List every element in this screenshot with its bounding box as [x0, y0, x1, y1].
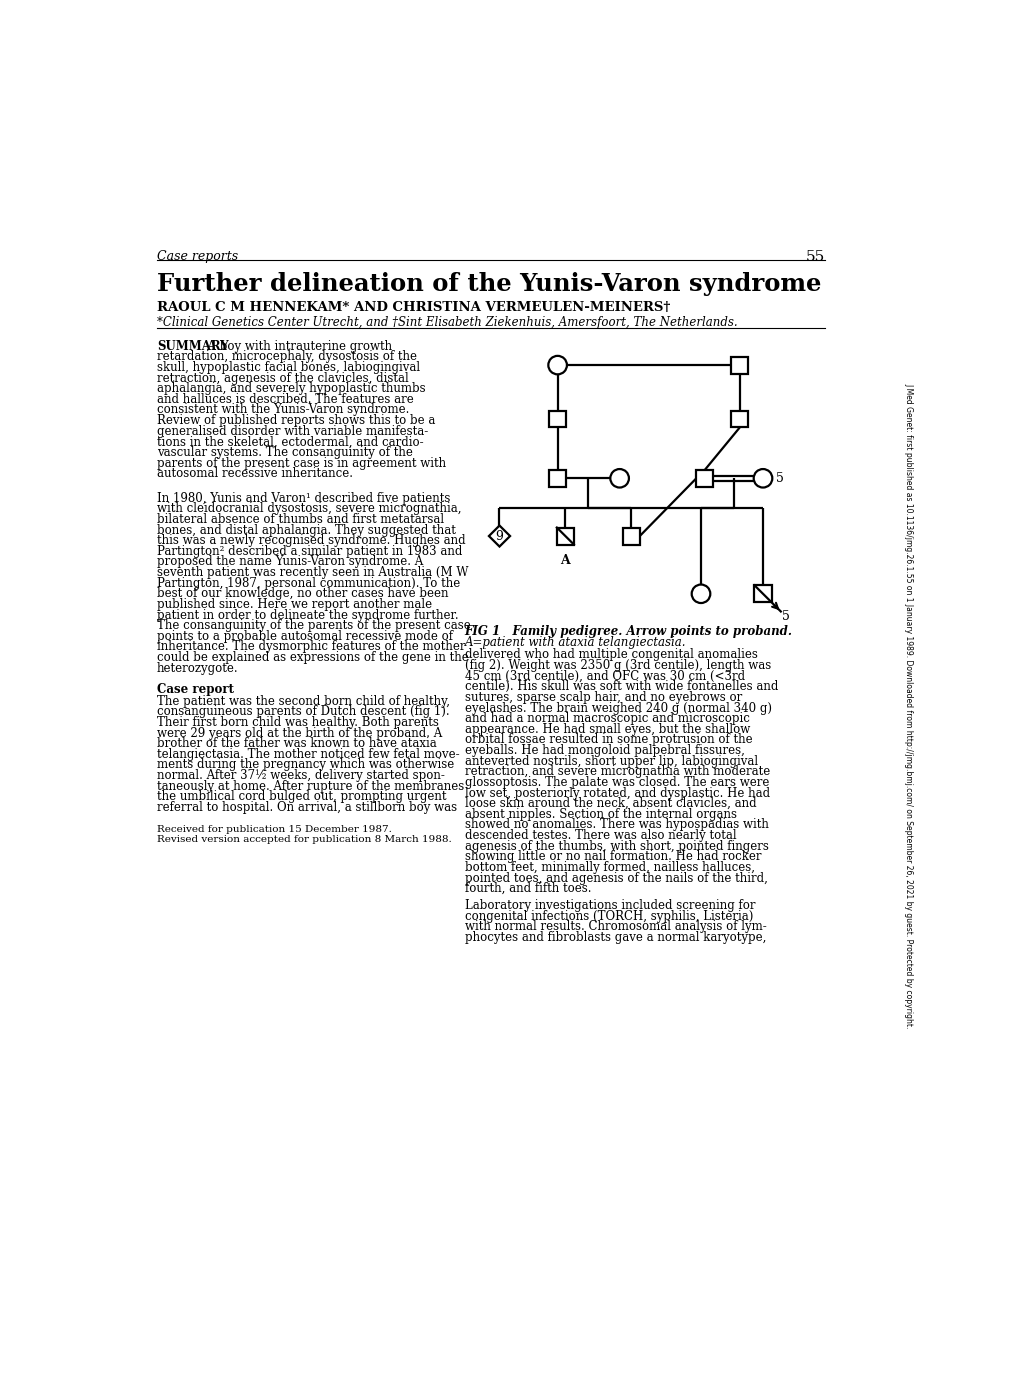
Text: 55: 55: [805, 250, 824, 264]
Text: agenesis of the thumbs, with short, pointed fingers: agenesis of the thumbs, with short, poin…: [465, 839, 767, 853]
Bar: [696, 470, 712, 487]
Text: proposed the name Yunis-Varon syndrome. A: proposed the name Yunis-Varon syndrome. …: [157, 555, 423, 569]
Text: seventh patient was recently seen in Australia (M W: seventh patient was recently seen in Aus…: [157, 566, 468, 578]
Text: consistent with the Yunis-Varon syndrome.: consistent with the Yunis-Varon syndrome…: [157, 404, 409, 416]
Text: 5: 5: [782, 610, 790, 623]
Text: pointed toes, and agenesis of the nails of the third,: pointed toes, and agenesis of the nails …: [465, 871, 766, 885]
Circle shape: [691, 584, 709, 603]
Text: inheritance. The dysmorphic features of the mother: inheritance. The dysmorphic features of …: [157, 641, 465, 653]
Circle shape: [609, 469, 629, 487]
Text: In 1980, Yunis and Varon¹ described five patients: In 1980, Yunis and Varon¹ described five…: [157, 491, 449, 505]
Text: anteverted nostrils, short upper lip, labiogingival: anteverted nostrils, short upper lip, la…: [465, 755, 757, 768]
Text: 45 cm (3rd centile), and OFC was 30 cm (<3rd: 45 cm (3rd centile), and OFC was 30 cm (…: [465, 670, 744, 682]
Text: bottom feet, minimally formed, nailless halluces,: bottom feet, minimally formed, nailless …: [465, 861, 754, 874]
Bar: [754, 585, 770, 602]
Text: sutures, sparse scalp hair, and no eyebrows or: sutures, sparse scalp hair, and no eyebr…: [465, 691, 741, 705]
Text: centile). His skull was soft with wide fontanelles and: centile). His skull was soft with wide f…: [465, 681, 777, 694]
Text: bones, and distal aphalangia. They suggested that: bones, and distal aphalangia. They sugge…: [157, 523, 455, 537]
Text: points to a probable autosomal recessive mode of: points to a probable autosomal recessive…: [157, 630, 452, 642]
Text: loose skin around the neck, absent clavicles, and: loose skin around the neck, absent clavi…: [465, 798, 755, 810]
Bar: [623, 527, 639, 545]
Text: (fig 2). Weight was 2350 g (3rd centile), length was: (fig 2). Weight was 2350 g (3rd centile)…: [465, 659, 770, 673]
Text: Partington, 1987, personal communication). To the: Partington, 1987, personal communication…: [157, 577, 460, 589]
Text: showing little or no nail formation. He had rocker: showing little or no nail formation. He …: [465, 850, 760, 863]
Text: published since. Here we report another male: published since. Here we report another …: [157, 598, 432, 610]
Text: delivered who had multiple congenital anomalies: delivered who had multiple congenital an…: [465, 649, 757, 662]
Text: J Med Genet: first published as 10.1136/jmg.26.1.55 on 1 January 1989. Downloade: J Med Genet: first published as 10.1136/…: [903, 383, 912, 1028]
Text: Their first born child was healthy. Both parents: Their first born child was healthy. Both…: [157, 716, 438, 730]
Text: Review of published reports shows this to be a: Review of published reports shows this t…: [157, 415, 435, 427]
Text: aphalangia, and severely hypoplastic thumbs: aphalangia, and severely hypoplastic thu…: [157, 383, 425, 395]
Bar: [548, 411, 566, 427]
Text: vascular systems. The consanguinity of the: vascular systems. The consanguinity of t…: [157, 447, 413, 459]
Text: autosomal recessive inheritance.: autosomal recessive inheritance.: [157, 467, 353, 480]
Text: and halluces is described. The features are: and halluces is described. The features …: [157, 393, 414, 406]
Text: appearance. He had small eyes, but the shallow: appearance. He had small eyes, but the s…: [465, 723, 749, 736]
Text: Partington² described a similar patient in 1983 and: Partington² described a similar patient …: [157, 545, 462, 558]
Text: Case reports: Case reports: [157, 250, 237, 262]
Text: Revised version accepted for publication 8 March 1988.: Revised version accepted for publication…: [157, 835, 451, 845]
Text: fourth, and fifth toes.: fourth, and fifth toes.: [465, 882, 591, 895]
Text: SUMMARY: SUMMARY: [157, 340, 228, 352]
Text: orbital fossae resulted in some protrusion of the: orbital fossae resulted in some protrusi…: [465, 734, 752, 746]
Text: could be explained as expressions of the gene in the: could be explained as expressions of the…: [157, 651, 469, 664]
Text: congenital infections (TORCH, syphilis, Listeria): congenital infections (TORCH, syphilis, …: [465, 910, 752, 922]
Text: *Clinical Genetics Center Utrecht, and †Sint Elisabeth Ziekenhuis, Amersfoort, T: *Clinical Genetics Center Utrecht, and †…: [157, 316, 737, 329]
Text: Further delineation of the Yunis-Varon syndrome: Further delineation of the Yunis-Varon s…: [157, 272, 820, 295]
Text: telangiectasia. The mother noticed few fetal move-: telangiectasia. The mother noticed few f…: [157, 748, 460, 761]
Bar: [548, 470, 566, 487]
Bar: [731, 356, 748, 373]
Text: A: A: [560, 553, 570, 567]
Text: heterozygote.: heterozygote.: [157, 662, 238, 674]
Text: bilateral absence of thumbs and first metatarsal: bilateral absence of thumbs and first me…: [157, 513, 443, 526]
Text: eyeballs. He had mongoloid palpebral fissures,: eyeballs. He had mongoloid palpebral fis…: [465, 743, 744, 757]
Text: consanguineous parents of Dutch descent (fig 1).: consanguineous parents of Dutch descent …: [157, 705, 449, 718]
Text: Received for publication 15 December 1987.: Received for publication 15 December 198…: [157, 825, 391, 835]
Text: Laboratory investigations included screening for: Laboratory investigations included scree…: [465, 899, 754, 913]
Bar: [556, 527, 574, 545]
Text: retardation, microcephaly, dysostosis of the: retardation, microcephaly, dysostosis of…: [157, 351, 417, 363]
Text: A boy with intrauterine growth: A boy with intrauterine growth: [200, 340, 391, 352]
Text: descended testes. There was also nearly total: descended testes. There was also nearly …: [465, 829, 736, 842]
Text: 5: 5: [775, 472, 784, 485]
Text: absent nipples. Section of the internal organs: absent nipples. Section of the internal …: [465, 807, 736, 821]
Text: The consanguinity of the parents of the present case: The consanguinity of the parents of the …: [157, 619, 470, 632]
Text: and had a normal macroscopic and microscopic: and had a normal macroscopic and microsc…: [465, 712, 749, 725]
Polygon shape: [488, 526, 510, 546]
Text: tions in the skeletal, ectodermal, and cardio-: tions in the skeletal, ectodermal, and c…: [157, 436, 423, 448]
Text: generalised disorder with variable manifesta-: generalised disorder with variable manif…: [157, 424, 428, 438]
Text: patient in order to delineate the syndrome further.: patient in order to delineate the syndro…: [157, 609, 459, 621]
Text: with cleidocranial dysostosis, severe micrognathia,: with cleidocranial dysostosis, severe mi…: [157, 502, 461, 516]
Text: RAOUL C M HENNEKAM* AND CHRISTINA VERMEULEN-MEINERS†: RAOUL C M HENNEKAM* AND CHRISTINA VERMEU…: [157, 301, 669, 315]
Text: retraction, agenesis of the clavicles, distal: retraction, agenesis of the clavicles, d…: [157, 372, 409, 384]
Bar: [731, 411, 748, 427]
Circle shape: [548, 356, 567, 374]
Text: A=patient with ataxia telangiectasia.: A=patient with ataxia telangiectasia.: [465, 637, 686, 649]
Text: taneously at home. After rupture of the membranes: taneously at home. After rupture of the …: [157, 779, 464, 792]
Text: brother of the father was known to have ataxia: brother of the father was known to have …: [157, 736, 436, 750]
Text: retraction, and severe micrognathia with moderate: retraction, and severe micrognathia with…: [465, 766, 769, 778]
Text: eyelashes. The brain weighed 240 g (normal 340 g): eyelashes. The brain weighed 240 g (norm…: [465, 702, 770, 714]
Text: low set, posteriorly rotated, and dysplastic. He had: low set, posteriorly rotated, and dyspla…: [465, 786, 769, 799]
Text: skull, hypoplastic facial bones, labiogingival: skull, hypoplastic facial bones, labiogi…: [157, 361, 420, 374]
Text: normal. After 37½ weeks, delivery started spon-: normal. After 37½ weeks, delivery starte…: [157, 768, 444, 782]
Text: glossoptosis. The palate was closed. The ears were: glossoptosis. The palate was closed. The…: [465, 775, 768, 789]
Text: Case report: Case report: [157, 684, 233, 696]
Text: parents of the present case is in agreement with: parents of the present case is in agreem…: [157, 456, 445, 470]
Text: ments during the pregnancy which was otherwise: ments during the pregnancy which was oth…: [157, 759, 453, 771]
Text: FIG 1   Family pedigree. Arrow points to proband.: FIG 1 Family pedigree. Arrow points to p…: [465, 626, 792, 638]
Text: showed no anomalies. There was hypospadias with: showed no anomalies. There was hypospadi…: [465, 818, 767, 831]
Text: this was a newly recognised syndrome. Hughes and: this was a newly recognised syndrome. Hu…: [157, 534, 465, 548]
Text: with normal results. Chromosomal analysis of lym-: with normal results. Chromosomal analysi…: [465, 920, 765, 933]
Text: phocytes and fibroblasts gave a normal karyotype,: phocytes and fibroblasts gave a normal k…: [465, 931, 765, 945]
Text: 9: 9: [495, 530, 503, 542]
Text: were 29 years old at the birth of the proband. A: were 29 years old at the birth of the pr…: [157, 727, 442, 739]
Text: best of our knowledge, no other cases have been: best of our knowledge, no other cases ha…: [157, 587, 448, 601]
Text: the umbilical cord bulged out, prompting urgent: the umbilical cord bulged out, prompting…: [157, 791, 446, 803]
Text: referral to hospital. On arrival, a stillborn boy was: referral to hospital. On arrival, a stil…: [157, 800, 457, 814]
Text: The patient was the second born child of healthy,: The patient was the second born child of…: [157, 695, 449, 707]
Circle shape: [753, 469, 771, 487]
